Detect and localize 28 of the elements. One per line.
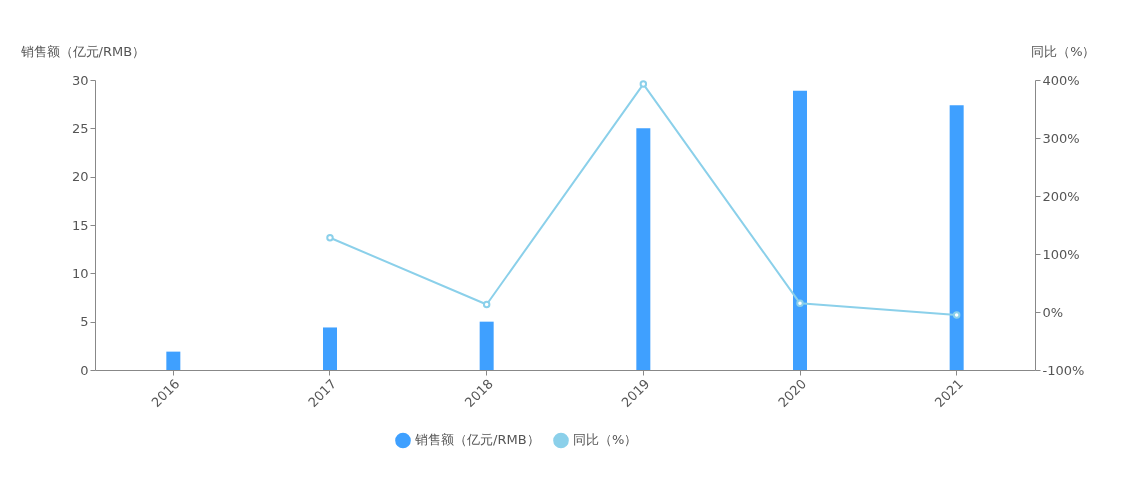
y-tick-label: 15 xyxy=(71,217,89,233)
legend-label: 销售额（亿元/RMB） xyxy=(414,432,540,448)
y2-tick-label: -100% xyxy=(1042,362,1085,378)
y2-tick-label: 400% xyxy=(1042,72,1080,88)
y-tick-label: 10 xyxy=(71,265,89,281)
y2-tick-label: 200% xyxy=(1042,188,1080,204)
y-tick-label: 5 xyxy=(80,314,89,330)
bar xyxy=(949,105,964,370)
y-tick-label: 30 xyxy=(71,72,89,88)
point xyxy=(796,299,804,308)
y2-axis-title: 同比（%） xyxy=(1031,43,1096,59)
y-tick-label: 0 xyxy=(80,362,89,378)
y-axis-title: 销售额（亿元/RMB） xyxy=(19,43,146,59)
y2-tick-label: 300% xyxy=(1042,130,1080,146)
point xyxy=(639,80,648,88)
y2-tick-label: 0% xyxy=(1042,304,1064,320)
y-tick-label: 20 xyxy=(71,169,89,185)
bar xyxy=(323,327,337,370)
legend-label: 同比（%） xyxy=(573,432,638,448)
point xyxy=(952,311,961,319)
bar xyxy=(793,90,807,370)
bar xyxy=(166,351,181,370)
point xyxy=(482,300,491,309)
point xyxy=(326,234,334,242)
bar xyxy=(479,321,494,370)
y-tick-label: 25 xyxy=(71,120,89,136)
y2-tick-label: 100% xyxy=(1042,246,1080,262)
bar xyxy=(636,128,651,370)
